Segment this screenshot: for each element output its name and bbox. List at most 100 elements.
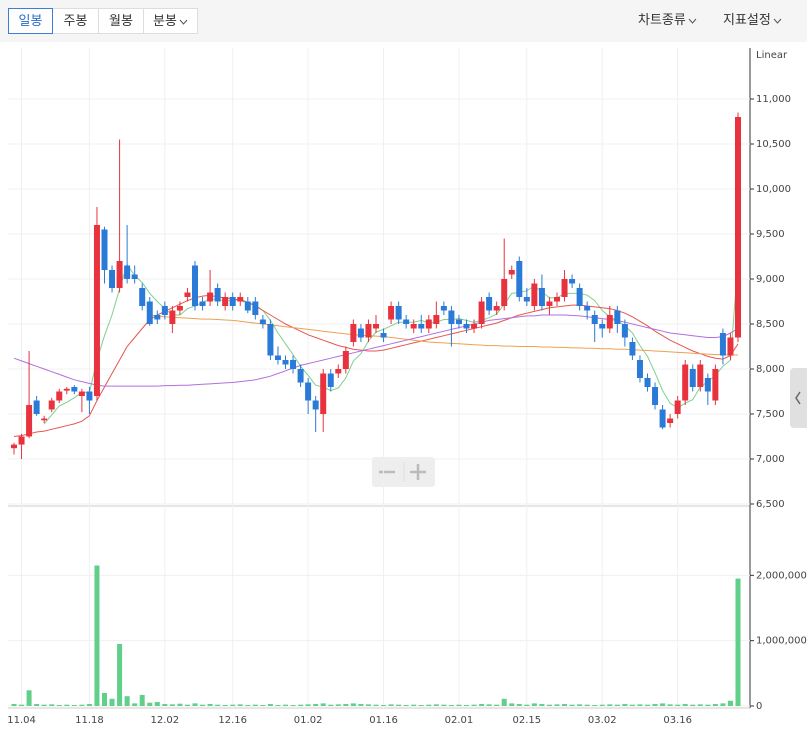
volume-bar: [169, 704, 175, 706]
volume-bar: [124, 696, 130, 706]
volume-bar: [584, 704, 590, 706]
volume-bar: [350, 703, 356, 706]
volume-bar: [727, 700, 733, 706]
candle-body: [274, 355, 281, 360]
zoom-control[interactable]: [372, 457, 435, 487]
y-tick-label: 8,500: [756, 319, 785, 330]
candle-body: [199, 301, 206, 306]
y-tick-label: 2,000,000: [756, 570, 807, 581]
volume-bar: [162, 704, 168, 706]
candle-body: [508, 270, 515, 275]
candle-body: [222, 297, 229, 306]
volume-bar: [645, 704, 650, 706]
tab[interactable]: 일봉: [8, 8, 53, 34]
candle-body: [101, 229, 108, 270]
candle-body: [282, 360, 289, 365]
candle-body: [86, 391, 93, 401]
volume-bar: [71, 705, 77, 706]
candle-body: [704, 378, 711, 392]
scale-label: Linear: [756, 50, 788, 61]
candle-body: [418, 324, 425, 329]
volume-bar: [396, 704, 402, 706]
volume-bar: [524, 704, 530, 706]
candle-body: [320, 373, 327, 414]
volume-bar: [49, 704, 55, 706]
side-tab[interactable]: [790, 368, 807, 428]
volume-bar: [569, 704, 575, 706]
candle-body: [388, 306, 395, 320]
candle-body: [71, 387, 78, 392]
volume-bar: [26, 690, 32, 706]
candle-body: [629, 342, 636, 356]
volume-bar: [56, 705, 62, 706]
volume-bar: [675, 704, 681, 706]
volume-bar: [200, 704, 206, 706]
volume-bar: [637, 704, 643, 706]
x-tick-label: 11.18: [75, 715, 104, 726]
volume-bar: [358, 704, 364, 706]
volume-bar: [516, 704, 522, 706]
candle-body: [621, 324, 628, 338]
menu-label: 차트종류: [638, 13, 686, 28]
candle-body: [523, 297, 530, 302]
candle-body: [161, 306, 168, 315]
volume-bar: [539, 704, 545, 706]
candle-body: [357, 328, 364, 338]
x-tick-label: 02.15: [513, 715, 542, 726]
volume-bar: [283, 704, 288, 706]
x-tick-label: 03.02: [588, 715, 617, 726]
candle-body: [26, 405, 33, 437]
candle-body: [41, 418, 48, 421]
volume-bar: [690, 704, 696, 706]
x-tick-label: 12.02: [151, 715, 180, 726]
volume-bar: [554, 704, 560, 706]
candle-body: [735, 117, 741, 338]
candle-body: [154, 315, 161, 320]
candle-body: [56, 391, 63, 401]
volume-bar: [441, 704, 447, 706]
candle-body: [403, 319, 410, 324]
volume-bar: [712, 704, 718, 706]
candle-body: [214, 288, 221, 302]
candle-body: [636, 360, 643, 378]
candle-body: [440, 306, 447, 311]
candle-body: [554, 297, 560, 302]
candle-body: [433, 315, 440, 324]
candle-body: [471, 324, 478, 329]
candle-body: [365, 324, 372, 338]
volume-bar: [365, 704, 371, 706]
tab[interactable]: 분봉: [143, 8, 198, 34]
candle-body: [116, 261, 123, 288]
volume-bar: [230, 704, 236, 706]
y-tick-label: 6,500: [756, 499, 785, 510]
menu[interactable]: 차트종류: [638, 8, 697, 34]
volume-bar: [184, 704, 190, 706]
toolbar: 일봉 주봉 월봉 분봉 차트종류 지표설정: [0, 0, 807, 42]
chevron: [688, 18, 697, 24]
volume-bar: [562, 704, 568, 706]
candle-body: [252, 301, 259, 315]
volume-bar: [509, 703, 515, 706]
y-tick-label: 8,000: [756, 364, 785, 375]
menu[interactable]: 지표설정: [723, 8, 782, 34]
candle-body: [674, 400, 681, 414]
candle-body: [478, 301, 485, 324]
volume-bar: [546, 704, 552, 706]
candle-body: [335, 369, 342, 374]
volume-bar: [11, 704, 17, 706]
candle-body: [493, 306, 500, 311]
volume-bar: [290, 705, 296, 706]
candle-body: [131, 274, 138, 279]
volume-bar: [471, 704, 477, 706]
volume-bar: [667, 704, 673, 706]
candle-body: [486, 297, 493, 311]
candle-body: [689, 369, 696, 387]
candle-body: [109, 270, 116, 288]
volume-bar: [388, 704, 394, 706]
tab[interactable]: 월봉: [98, 8, 144, 34]
volume-bar: [705, 704, 711, 706]
volume-bar: [154, 702, 160, 706]
volume-bar: [697, 704, 703, 706]
volume-bar: [335, 704, 341, 706]
candle-body: [667, 418, 674, 423]
